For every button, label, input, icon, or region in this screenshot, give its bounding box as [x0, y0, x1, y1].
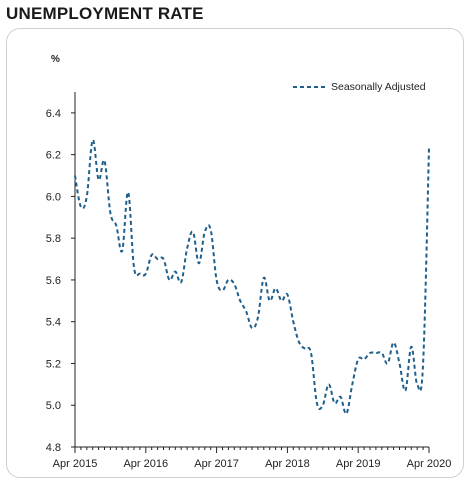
x-tick-label: Apr 2015	[53, 458, 98, 470]
y-tick-label: 5.6	[46, 275, 61, 287]
y-tick-label: 6.4	[46, 108, 61, 120]
chart-panel	[6, 28, 464, 478]
y-ticks: 4.8 5.0 5.2 5.4 5.6 5.8 6.0 6.2 6.4	[46, 108, 75, 454]
axes	[74, 92, 429, 448]
y-tick-label: 5.8	[46, 233, 61, 245]
x-tick-label: Apr 2017	[194, 458, 239, 470]
x-tick-label: Apr 2020	[407, 458, 452, 470]
series-line-seasonally-adjusted	[74, 139, 430, 415]
x-tick-label: Apr 2018	[265, 458, 310, 470]
y-tick-label: 4.8	[46, 442, 61, 454]
x-ticks: Apr 2015 Apr 2016 Apr 2017 Apr 2018 Apr 2019…	[53, 447, 452, 470]
x-tick-label: Apr 2019	[336, 458, 381, 470]
legend: Seasonally Adjusted	[293, 81, 426, 93]
x-tick-label: Apr 2016	[123, 458, 168, 470]
y-tick-label: 5.0	[46, 400, 61, 412]
series-group	[74, 139, 430, 415]
legend-label-seasonally-adjusted: Seasonally Adjusted	[331, 81, 426, 93]
y-tick-label: 6.2	[46, 150, 61, 162]
y-axis-unit-label: %	[51, 54, 60, 65]
y-tick-label: 6.0	[46, 191, 61, 203]
y-tick-label: 5.4	[46, 317, 61, 329]
y-tick-label: 5.2	[46, 358, 61, 370]
chart-title: UNEMPLOYMENT RATE	[6, 4, 204, 23]
